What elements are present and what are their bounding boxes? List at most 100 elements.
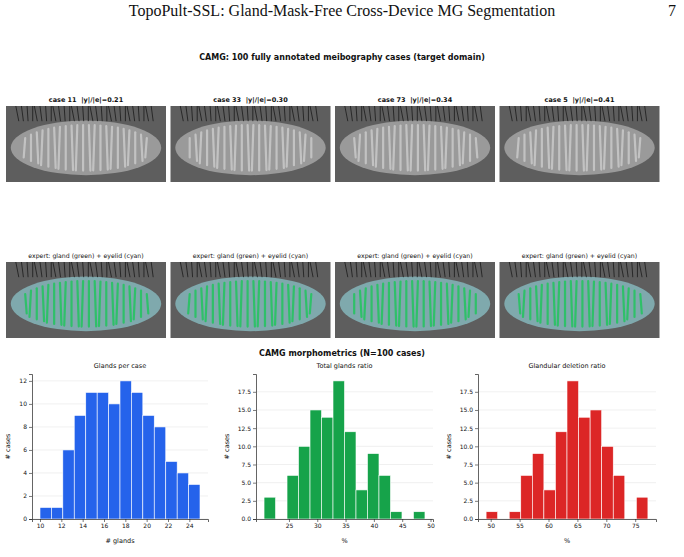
eyelash (475, 106, 478, 121)
gland-stripe (405, 281, 407, 326)
gland-stripe (29, 291, 31, 317)
tick-label: 17.5 (238, 388, 252, 395)
photo-panel (500, 106, 660, 182)
photo-background (335, 106, 495, 182)
y-axis: 0.02.55.07.510.012.515.017.5 (238, 375, 257, 523)
tick: 45 (399, 519, 407, 529)
eyelash (151, 106, 153, 121)
eyelash (217, 262, 220, 277)
eyelash (273, 262, 276, 277)
gland-stripe (299, 288, 301, 319)
eyelash (425, 106, 427, 121)
histogram-bar (287, 475, 298, 519)
eyelash (521, 106, 522, 121)
tick: 60 (545, 519, 553, 529)
eyelash (645, 106, 647, 121)
gland-stripe (116, 284, 118, 324)
eyelash (27, 106, 28, 121)
eyelash (645, 262, 647, 277)
tick: 0.0 (241, 515, 256, 522)
eyelash (40, 262, 42, 277)
eyelid-region (504, 276, 654, 331)
gland-stripe (399, 126, 401, 171)
gland-stripe (469, 291, 471, 317)
tick-label: 65 (574, 522, 582, 529)
gland-stripe (582, 125, 584, 171)
x-axis: 505560657075 (479, 519, 657, 529)
tick: 40 (371, 519, 379, 529)
tick: 6 (23, 446, 32, 453)
gland-stripe (541, 129, 543, 167)
tick-label: 6 (23, 446, 27, 453)
histogram-bar (486, 512, 498, 519)
gland-stripe (447, 284, 449, 324)
y-axis-title: # cases (223, 433, 231, 459)
figure-title: CAMG: 100 fully annotated meibography ca… (199, 53, 485, 62)
eyelash (382, 106, 385, 121)
gland-stripe (134, 132, 136, 163)
tick: 30 (314, 519, 322, 529)
tick: 2 (23, 492, 32, 499)
eyelash (618, 106, 619, 121)
eyelash (32, 106, 33, 121)
eyelash (34, 106, 37, 121)
eyelash (138, 106, 139, 121)
eyelash (151, 262, 153, 277)
histogram-bar (51, 507, 62, 519)
gland-stripe (99, 126, 101, 171)
y-axis: 024681012 (19, 375, 32, 523)
gland-stripe (58, 127, 60, 169)
gland-stripe (621, 130, 623, 165)
gland-stripe (253, 281, 255, 327)
eyelash (271, 262, 272, 277)
gland-stripe (399, 282, 401, 327)
gland-stripe (275, 283, 277, 325)
gland-stripe (406, 125, 408, 170)
eyelash (197, 106, 198, 121)
gland-stripe (241, 125, 243, 170)
eyelash (120, 262, 121, 277)
tick: 5.0 (463, 479, 478, 486)
tick-mark (475, 483, 478, 484)
gland-stripe (517, 138, 519, 157)
gland-stripe (229, 282, 231, 325)
histogram-bar (143, 415, 154, 519)
eyelash (589, 106, 591, 121)
eyelash (480, 262, 482, 277)
tick: 10.0 (460, 443, 478, 450)
gland-stripe (275, 127, 277, 169)
eyelash (310, 106, 313, 121)
gland-stripe (106, 126, 108, 169)
gland-stripe (248, 125, 250, 171)
tick-mark (29, 427, 32, 428)
gland-stripe (43, 286, 45, 321)
gland-stripe (236, 282, 238, 327)
eyelash (90, 106, 93, 121)
eyelash (361, 106, 362, 121)
eyelash (40, 106, 42, 121)
eyelash (462, 106, 464, 121)
eyelash (552, 106, 554, 121)
tick-label: 60 (545, 522, 553, 529)
gland-stripe (293, 130, 295, 165)
eyelash (521, 262, 522, 277)
tick: 22 (165, 519, 173, 529)
histogram-bar (74, 415, 86, 519)
gland-stripe (569, 125, 571, 170)
eyelash (289, 262, 290, 277)
gland-stripe (264, 282, 266, 327)
eyelash (199, 106, 202, 121)
gland-stripe (65, 126, 67, 169)
gland-stripe (117, 128, 119, 168)
eyelash (544, 106, 545, 121)
eyelash (180, 262, 183, 277)
eyelash (64, 262, 65, 277)
eyelash (393, 262, 394, 277)
gland-stripe (445, 128, 447, 168)
morphometrics-title: CAMG morphometrics (N=100 cases) (259, 349, 425, 358)
tick-label: 25 (286, 522, 294, 529)
gland-stripe (258, 281, 260, 326)
gland-stripe (376, 129, 378, 167)
histogram-bar (567, 381, 579, 519)
eyelash (602, 106, 605, 121)
